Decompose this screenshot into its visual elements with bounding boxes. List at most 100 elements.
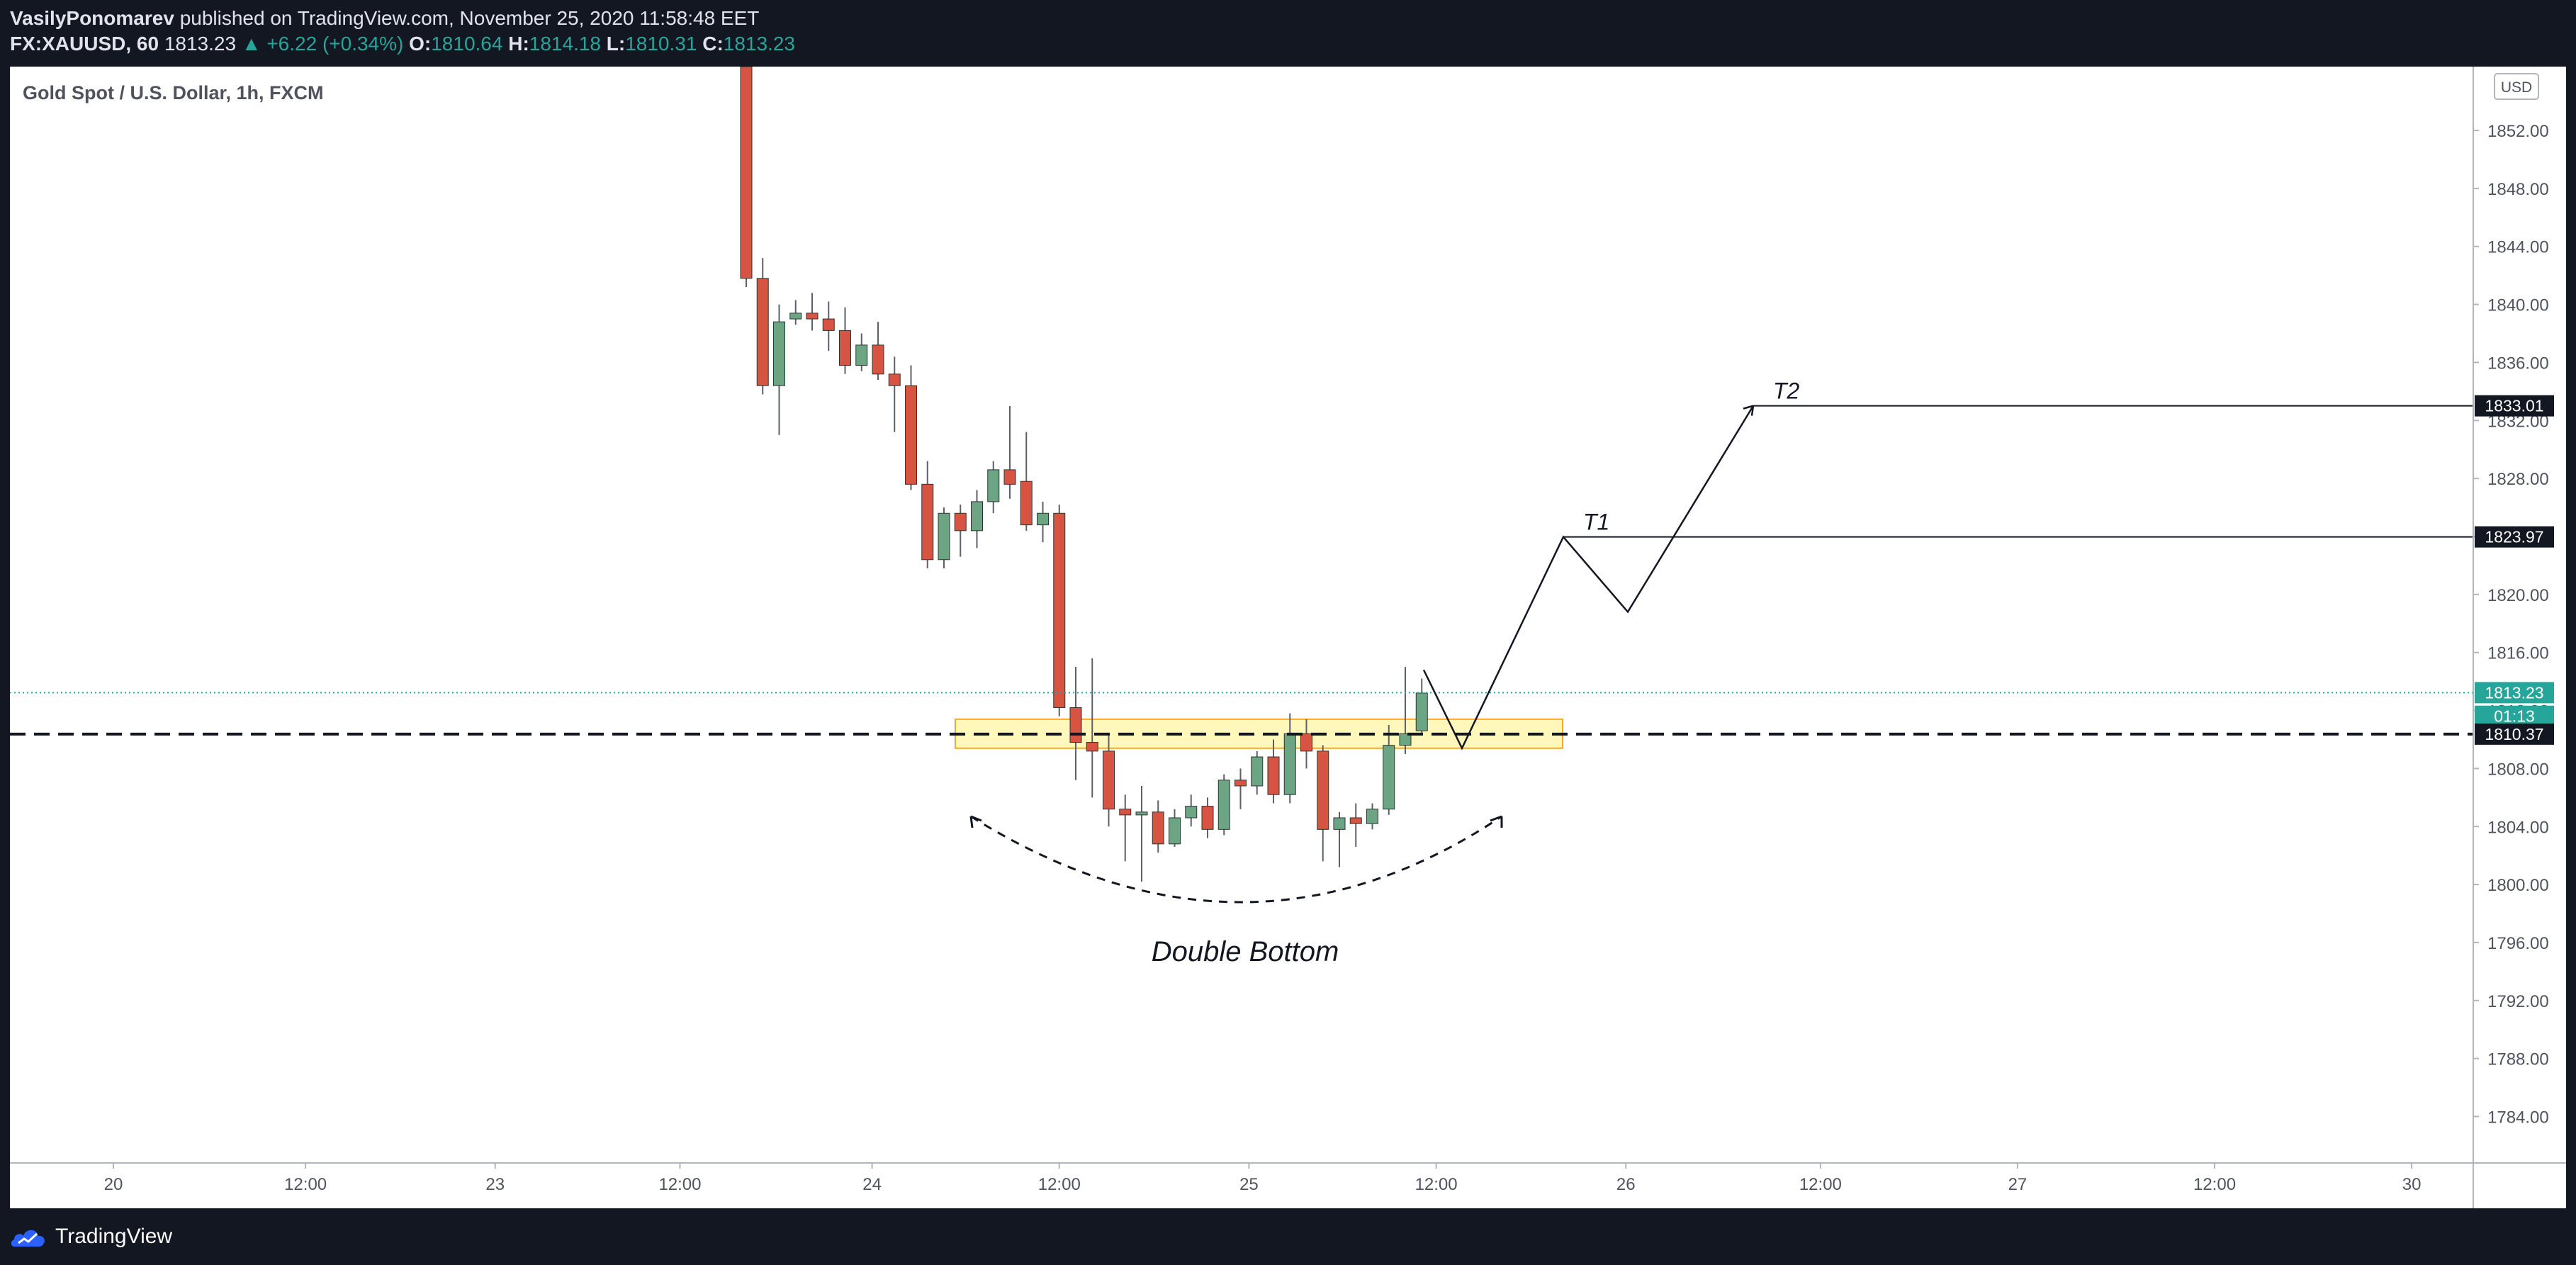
candle-body (1086, 742, 1098, 752)
y-tick-label: 1816.00 (2487, 644, 2549, 663)
candle-body (987, 469, 1000, 502)
chart-title: Gold Spot / U.S. Dollar, 1h, FXCM (23, 82, 324, 103)
candle-body (1267, 756, 1280, 795)
candle-body (1383, 745, 1395, 810)
candle-body (1169, 817, 1181, 845)
last-price: 1813.23 (164, 33, 237, 55)
y-tick-label: 1852.00 (2487, 122, 2549, 141)
candle-body (1053, 512, 1066, 708)
low-label: L: (606, 33, 626, 55)
candle-body (1251, 756, 1264, 787)
tradingview-cloud-icon (11, 1230, 45, 1247)
candle-body (1201, 806, 1214, 830)
candle-body (971, 501, 983, 532)
x-tick-label: 30 (2402, 1175, 2422, 1194)
y-tick-label: 1800.00 (2487, 876, 2549, 895)
y-tick-label: 1796.00 (2487, 934, 2549, 953)
projection-arrow (1743, 405, 1755, 416)
chart-area[interactable]: Double Bottom T1 T2 Gold Spot / U.S. Dolla… (10, 67, 2566, 1208)
y-tick-label: 1784.00 (2487, 1108, 2549, 1128)
candle-body (1119, 809, 1132, 816)
candle-body (1152, 811, 1164, 845)
y-tick-label: 1788.00 (2487, 1050, 2549, 1069)
double-bottom-arc (970, 815, 1502, 904)
x-tick-label: 26 (1616, 1175, 1636, 1194)
candle-body (1283, 733, 1296, 795)
candle-body (905, 385, 917, 485)
candle-body (1135, 811, 1148, 816)
price-tag-bg (2475, 682, 2554, 704)
y-tick-label: 1836.00 (2487, 354, 2549, 373)
y-tick-label: 1808.00 (2487, 760, 2549, 779)
high-label: H: (508, 33, 529, 55)
candle-body (888, 373, 901, 386)
arc-arrow-left (969, 815, 982, 828)
x-tick-label: 20 (104, 1175, 123, 1194)
symbol-label[interactable]: FX:XAUUSD, 60 (10, 33, 159, 55)
candle-body (1103, 750, 1115, 810)
high-value: 1814.18 (529, 33, 601, 55)
x-tick-label: 23 (485, 1175, 505, 1194)
candle-body (1069, 707, 1082, 743)
price-change: ▲ +6.22 (+0.34%) (241, 33, 404, 55)
candle-body (1300, 733, 1312, 752)
price-tag-bg (2475, 705, 2554, 727)
candle-body (1217, 780, 1230, 830)
candle-body (855, 344, 868, 366)
candle-body (806, 313, 819, 320)
publish-header: VasilyPonomarev published on TradingView… (0, 0, 2576, 67)
footer-bar: TradingView (0, 1208, 2576, 1265)
candle-body (773, 321, 785, 386)
y-tick-label: 1820.00 (2487, 586, 2549, 605)
candle-body (756, 278, 769, 386)
target-label-t2: T2 (1773, 378, 1800, 404)
currency-badge (2494, 73, 2539, 100)
candle-body (789, 313, 802, 320)
author-line: VasilyPonomarev published on TradingView… (10, 7, 759, 30)
double-bottom-label: Double Bottom (1152, 936, 1339, 967)
arc-arrow-right (1490, 815, 1503, 828)
candle-body (1037, 512, 1049, 526)
candle-body (872, 344, 884, 375)
candle-body (839, 330, 851, 366)
published-info: published on TradingView.com, November 2… (179, 7, 760, 29)
ohlc-line: FX:XAUUSD, 60 1813.23 ▲ +6.22 (+0.34%) O… (10, 33, 795, 55)
close-value: 1813.23 (723, 33, 795, 55)
y-tick-label: 1840.00 (2487, 296, 2549, 315)
x-tick-label: 12:00 (1799, 1175, 1842, 1194)
candle-body (1349, 817, 1362, 824)
y-tick-label: 1804.00 (2487, 818, 2549, 837)
candle-body (921, 483, 934, 561)
candle-body (1415, 692, 1428, 731)
candle-body (1003, 469, 1016, 485)
x-tick-label: 12:00 (2193, 1175, 2236, 1194)
y-tick-label: 1828.00 (2487, 470, 2549, 489)
x-tick-label: 24 (862, 1175, 882, 1194)
open-label: O: (409, 33, 432, 55)
x-tick-label: 12:00 (658, 1175, 701, 1194)
target-label-t1: T1 (1583, 510, 1609, 535)
candle-body (1020, 480, 1033, 526)
low-value: 1810.31 (625, 33, 697, 55)
x-tick-label: 27 (2008, 1175, 2027, 1194)
open-value: 1810.64 (431, 33, 503, 55)
price-tag-label: 1833.01 (2485, 397, 2543, 415)
tradingview-brand: TradingView (55, 1225, 173, 1248)
candle-body (822, 318, 835, 331)
tradingview-logo[interactable]: TradingView (10, 1224, 172, 1249)
x-tick-label: 12:00 (284, 1175, 327, 1194)
projection-path (1422, 405, 1755, 750)
currency-label: USD (2501, 79, 2532, 96)
price-tag-bg (2475, 526, 2554, 548)
x-tick-label: 25 (1239, 1175, 1259, 1194)
candle-body (740, 67, 753, 279)
candle-body (938, 512, 950, 561)
author-name[interactable]: VasilyPonomarev (10, 7, 174, 29)
candle-body (1333, 817, 1346, 830)
candle-body (1317, 750, 1329, 830)
candle-body (954, 512, 967, 532)
y-tick-label: 1848.00 (2487, 180, 2549, 199)
price-chart[interactable]: Double Bottom T1 T2 Gold Spot / U.S. Dolla… (10, 67, 2566, 1208)
x-tick-label: 12:00 (1038, 1175, 1081, 1194)
y-tick-label: 1792.00 (2487, 992, 2549, 1011)
